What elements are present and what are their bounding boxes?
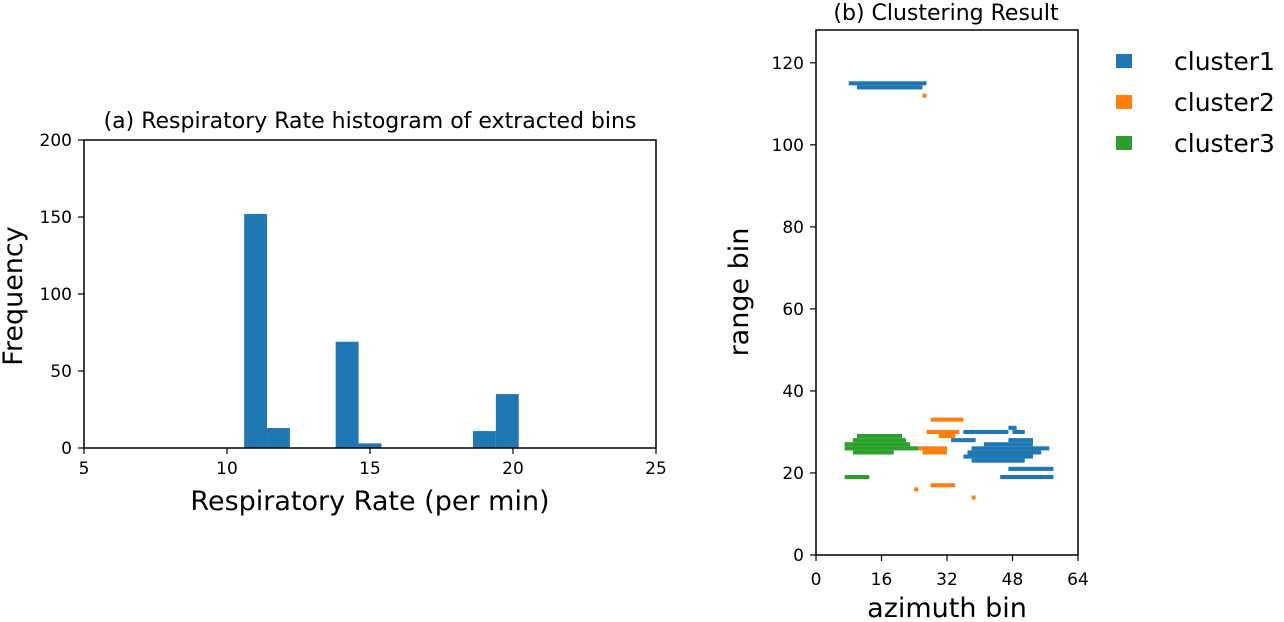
clustering-x-tick-label-3: 48 [1002, 570, 1024, 590]
clustering-y-tick-label-5: 100 [772, 136, 804, 156]
clustering-y-tick-label-3: 60 [782, 300, 804, 320]
clustering-x-ticks: 0 16 32 48 64 [811, 555, 1089, 590]
histogram-y-label: Frequency [0, 226, 29, 366]
histogram-x-tick-label-0: 5 [79, 459, 90, 479]
clustering-title: (b) Clustering Result [833, 1, 1059, 26]
clustering-y-label: range bin [724, 228, 755, 357]
cluster1-segment-0 [848, 81, 927, 86]
cluster2-segment-5 [922, 450, 947, 455]
cluster3-segment-3 [844, 446, 919, 451]
legend-marker-cluster3 [1116, 136, 1132, 150]
cluster1-segment-12 [1008, 466, 1054, 471]
clustering-x-tick-label-4: 64 [1067, 570, 1089, 590]
histogram-y-tick-label-4: 200 [40, 131, 72, 151]
histogram-y-tick-label-0: 0 [61, 439, 72, 459]
cluster2-segment-4 [918, 446, 947, 451]
histogram-x-tick-label-4: 25 [645, 459, 667, 479]
cluster2-segment-2 [926, 429, 960, 435]
legend-marker-cluster2 [1116, 95, 1132, 109]
histogram-y-tick-label-2: 100 [40, 285, 72, 305]
histogram-bar-1 [267, 427, 290, 448]
clustering-panel: (b) Clustering Result 0 16 32 48 64 0 20 40 60 8… [724, 1, 1275, 622]
cluster3-segment-0 [856, 434, 902, 439]
cluster1-segment-5 [951, 438, 976, 443]
cluster-marks [844, 81, 1054, 500]
histogram-bar-0 [244, 213, 268, 448]
histogram-x-ticks: 5 10 15 20 25 [79, 448, 667, 479]
cluster1-segment-11 [971, 458, 1025, 463]
clustering-x-tick-label-2: 32 [936, 570, 958, 590]
clustering-y-tick-label-2: 40 [782, 382, 804, 402]
cluster1-segment-9 [967, 450, 1042, 455]
histogram-x-tick-label-3: 20 [502, 459, 524, 479]
cluster3-segment-4 [852, 450, 894, 455]
histogram-plot-frame [83, 139, 657, 449]
cluster2-segment-0 [922, 93, 927, 98]
histogram-x-tick-label-1: 10 [216, 459, 238, 479]
cluster1-segment-13 [1000, 475, 1054, 480]
clustering-x-label: azimuth bin [867, 593, 1027, 622]
histogram-x-tick-label-2: 15 [359, 459, 381, 479]
histogram-bar-2 [335, 341, 359, 448]
cluster3-segment-2 [844, 442, 911, 447]
legend-marker-cluster1 [1116, 54, 1132, 68]
cluster1-segment-1 [856, 85, 923, 90]
histogram-bar-3 [358, 443, 382, 448]
cluster2-segment-3 [938, 434, 956, 439]
cluster3-segment-1 [852, 438, 907, 443]
cluster1-segment-3 [1008, 425, 1017, 430]
cluster1-segment-2 [963, 429, 1009, 435]
cluster3-segment-5 [844, 475, 870, 480]
clustering-y-tick-label-4: 80 [782, 218, 804, 238]
clustering-x-tick-label-0: 0 [811, 570, 822, 590]
clustering-y-tick-label-0: 0 [793, 546, 804, 566]
cluster2-segment-6 [930, 483, 956, 488]
histogram-x-label: Respiratory Rate (per min) [190, 486, 549, 517]
clustering-y-ticks: 0 20 40 60 80 100 120 [772, 54, 816, 566]
histogram-bars [244, 213, 519, 448]
histogram-panel: (a) Respiratory Rate histogram of extrac… [0, 109, 667, 517]
clustering-x-tick-label-1: 16 [871, 570, 893, 590]
legend-label-cluster3: cluster3 [1174, 129, 1275, 158]
cluster1-segment-6 [1008, 438, 1033, 443]
histogram-y-tick-label-3: 150 [40, 208, 72, 228]
histogram-bar-4 [472, 431, 496, 448]
clustering-y-tick-label-1: 20 [782, 464, 804, 484]
cluster2-segment-8 [971, 495, 976, 500]
histogram-bar-5 [495, 394, 519, 448]
cluster1-segment-8 [971, 446, 1050, 451]
cluster1-segment-10 [963, 454, 1033, 459]
histogram-title: (a) Respiratory Rate histogram of extrac… [104, 109, 637, 134]
legend-label-cluster1: cluster1 [1174, 47, 1275, 76]
legend-label-cluster2: cluster2 [1174, 88, 1275, 117]
cluster2-segment-1 [930, 417, 964, 422]
clustering-legend: cluster1 cluster2 cluster3 [1116, 47, 1275, 158]
histogram-y-ticks: 0 50 100 150 200 [40, 131, 84, 459]
cluster2-segment-7 [914, 487, 919, 492]
cluster1-segment-7 [983, 442, 1033, 447]
cluster1-segment-4 [1012, 429, 1025, 435]
histogram-y-tick-label-1: 50 [50, 362, 72, 382]
clustering-y-tick-label-6: 120 [772, 54, 804, 74]
